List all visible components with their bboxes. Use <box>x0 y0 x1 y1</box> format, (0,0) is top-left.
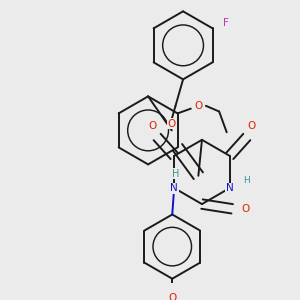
Text: O: O <box>168 119 176 129</box>
Text: H: H <box>172 169 179 179</box>
Text: H: H <box>243 176 250 185</box>
Text: F: F <box>223 18 229 28</box>
Text: O: O <box>241 204 250 214</box>
Text: O: O <box>248 121 256 131</box>
Text: N: N <box>170 183 178 193</box>
Text: N: N <box>226 183 234 193</box>
Text: O: O <box>194 101 202 111</box>
Text: O: O <box>168 292 176 300</box>
Text: O: O <box>148 121 157 131</box>
